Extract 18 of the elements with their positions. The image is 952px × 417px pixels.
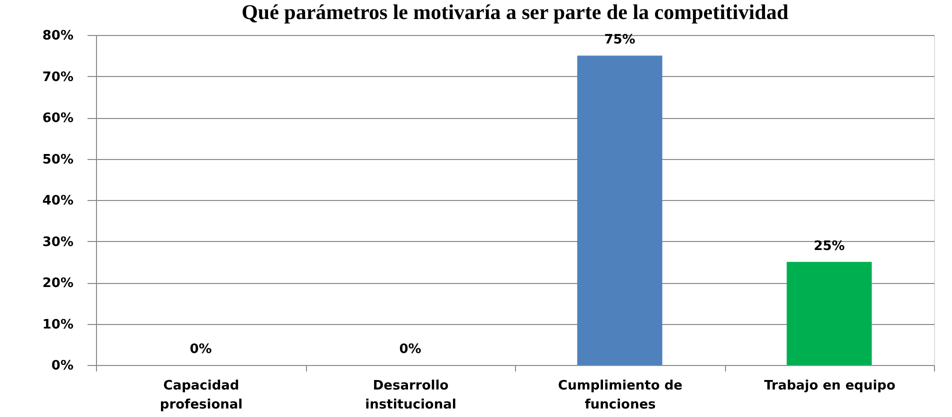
chart-title: Qué parámetros le motivaría a ser parte de la competitividad [242, 0, 789, 24]
y-tick-label: 80% [42, 28, 74, 44]
x-tick-label: Trabajo en equipo [764, 378, 896, 394]
y-tick-label: 70% [42, 70, 74, 85]
y-tick-label: 40% [42, 194, 74, 208]
y-tick-label: 0% [51, 358, 74, 374]
data-label: 75% [604, 32, 636, 48]
data-label: 0% [399, 342, 422, 357]
x-tick-label: Desarrollo institucional [365, 378, 456, 412]
x-tick-label: Cumplimiento de funciones [558, 378, 683, 412]
data-label: 25% [814, 238, 845, 254]
x-tick-label: Capacidad profesional [160, 378, 243, 412]
y-tick-label: 10% [42, 317, 74, 332]
y-tick-label: 60% [42, 111, 74, 126]
data-label: 0% [190, 342, 212, 357]
y-tick-label: 50% [42, 152, 74, 168]
y-tick-label: 30% [42, 234, 74, 250]
y-tick-label: 20% [42, 276, 74, 291]
